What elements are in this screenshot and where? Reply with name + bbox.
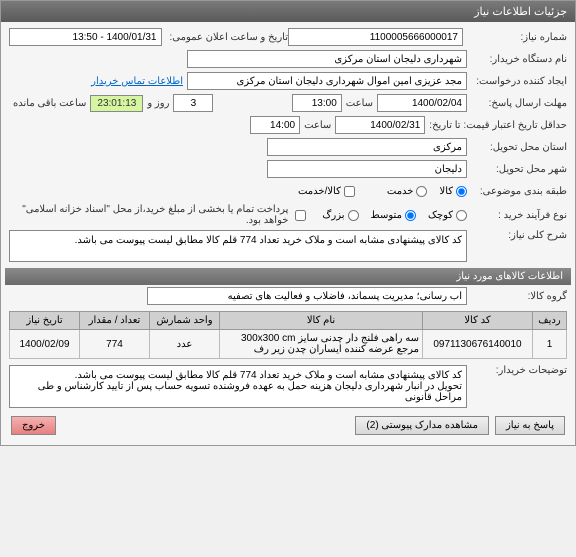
radio-small-label: کوچک bbox=[428, 210, 453, 221]
th-code: کد کالا bbox=[423, 312, 533, 330]
treasury-check[interactable]: پرداخت تمام یا بخشی از مبلغ خرید،از محل … bbox=[9, 204, 306, 226]
time-label-2: ساعت bbox=[300, 120, 335, 131]
goods-service-radio-group: کالا خدمت کالا/خدمت bbox=[298, 186, 467, 197]
th-date: تاریخ نیاز bbox=[10, 312, 80, 330]
treasury-checkbox[interactable] bbox=[295, 210, 306, 221]
main-desc-box: کد کالای پیشنهادی مشابه است و ملاک خرید … bbox=[9, 230, 467, 262]
goods-service-both-label: کالا/خدمت bbox=[298, 186, 341, 197]
buyer-notes-box: کد کالای پیشنهادی مشابه است و ملاک خرید … bbox=[9, 365, 467, 408]
goods-service-checkbox[interactable] bbox=[344, 186, 355, 197]
radio-service-input[interactable] bbox=[416, 186, 427, 197]
radio-large-input[interactable] bbox=[348, 210, 359, 221]
attachments-button[interactable]: مشاهده مدارک پیوستی (2) bbox=[355, 416, 489, 435]
cell-unit: عدد bbox=[150, 330, 220, 359]
goods-section-header: اطلاعات کالاهای مورد نیاز bbox=[5, 268, 571, 285]
contact-link[interactable]: اطلاعات تماس خریدار bbox=[87, 76, 187, 87]
creator-field[interactable] bbox=[187, 72, 467, 90]
creator-label: ایجاد کننده درخواست: bbox=[467, 76, 567, 87]
category-label: طبقه بندی موضوعی: bbox=[467, 186, 567, 197]
countdown-remaining: ساعت باقی مانده bbox=[9, 98, 90, 109]
purchase-type-label: نوع فرآیند خرید : bbox=[467, 210, 567, 221]
announce-label: تاریخ و ساعت اعلان عمومی: bbox=[166, 32, 289, 43]
window-title: جزئیات اطلاعات نیاز bbox=[474, 6, 567, 18]
time-label-1: ساعت bbox=[342, 98, 377, 109]
countdown-days bbox=[173, 94, 213, 112]
announce-field[interactable] bbox=[9, 28, 162, 46]
radio-goods-label: کالا bbox=[439, 186, 453, 197]
cell-num: 1 bbox=[533, 330, 567, 359]
radio-small-input[interactable] bbox=[456, 210, 467, 221]
window: جزئیات اطلاعات نیاز شماره نیاز: تاریخ و … bbox=[0, 0, 576, 446]
buyer-org-field[interactable] bbox=[187, 50, 467, 68]
goods-group-field[interactable] bbox=[147, 287, 467, 305]
cell-goods-name: سه راهی فلنج دار چدنی سایز 300x300 cm مر… bbox=[220, 330, 423, 359]
countdown-days-label: روز و bbox=[143, 98, 173, 109]
main-desc-label: شرح کلی نیاز: bbox=[467, 230, 567, 241]
price-validity-label: حداقل تاریخ اعتبار قیمت: تا تاریخ: bbox=[425, 120, 567, 131]
buyer-notes-label: توضیحات خریدار: bbox=[467, 365, 567, 376]
cell-date: 1400/02/09 bbox=[10, 330, 80, 359]
th-row: ردیف bbox=[533, 312, 567, 330]
radio-small[interactable]: کوچک bbox=[428, 210, 467, 221]
countdown-time: 23:01:13 bbox=[90, 95, 143, 112]
titlebar: جزئیات اطلاعات نیاز bbox=[1, 1, 575, 22]
th-unit: واحد شمارش bbox=[150, 312, 220, 330]
radio-medium-input[interactable] bbox=[405, 210, 416, 221]
treasury-note: پرداخت تمام یا بخشی از مبلغ خرید،از محل … bbox=[9, 204, 292, 226]
need-number-field[interactable] bbox=[288, 28, 463, 46]
radio-large[interactable]: بزرگ bbox=[322, 210, 358, 221]
radio-goods[interactable]: کالا bbox=[439, 186, 467, 197]
reply-deadline-time[interactable] bbox=[292, 94, 342, 112]
radio-service-label: خدمت bbox=[387, 186, 414, 197]
price-validity-time[interactable] bbox=[250, 116, 300, 134]
goods-service-both[interactable]: کالا/خدمت bbox=[298, 186, 355, 197]
reply-deadline-label: مهلت ارسال پاسخ: bbox=[467, 98, 567, 109]
reply-deadline-date[interactable] bbox=[377, 94, 467, 112]
delivery-city-label: شهر محل تحویل: bbox=[467, 164, 567, 175]
table-header-row: ردیف کد کالا نام کالا واحد شمارش تعداد /… bbox=[10, 312, 567, 330]
content: شماره نیاز: تاریخ و ساعت اعلان عمومی: نا… bbox=[1, 22, 575, 445]
th-qty: تعداد / مقدار bbox=[80, 312, 150, 330]
goods-group-label: گروه کالا: bbox=[467, 291, 567, 302]
th-name: نام کالا bbox=[220, 312, 423, 330]
goods-table: ردیف کد کالا نام کالا واحد شمارش تعداد /… bbox=[9, 311, 567, 359]
radio-goods-input[interactable] bbox=[456, 186, 467, 197]
delivery-province-field[interactable] bbox=[267, 138, 467, 156]
radio-medium[interactable]: متوسط bbox=[371, 210, 416, 221]
radio-large-label: بزرگ bbox=[322, 210, 344, 221]
table-row[interactable]: 1 0971130676140010 سه راهی فلنج دار چدنی… bbox=[10, 330, 567, 359]
need-number-label: شماره نیاز: bbox=[467, 32, 567, 43]
cell-code: 0971130676140010 bbox=[423, 330, 533, 359]
delivery-province-label: استان محل تحویل: bbox=[467, 142, 567, 153]
exit-button[interactable]: خروج bbox=[11, 416, 56, 435]
delivery-city-field[interactable] bbox=[267, 160, 467, 178]
radio-service[interactable]: خدمت bbox=[387, 186, 428, 197]
radio-medium-label: متوسط bbox=[371, 210, 402, 221]
footer: پاسخ به نیاز مشاهده مدارک پیوستی (2) خرو… bbox=[5, 410, 571, 441]
cell-qty: 774 bbox=[80, 330, 150, 359]
price-validity-date[interactable] bbox=[335, 116, 425, 134]
size-radio-group: کوچک متوسط بزرگ bbox=[322, 210, 467, 221]
reply-button[interactable]: پاسخ به نیاز bbox=[495, 416, 565, 435]
buyer-org-label: نام دستگاه خریدار: bbox=[467, 54, 567, 65]
